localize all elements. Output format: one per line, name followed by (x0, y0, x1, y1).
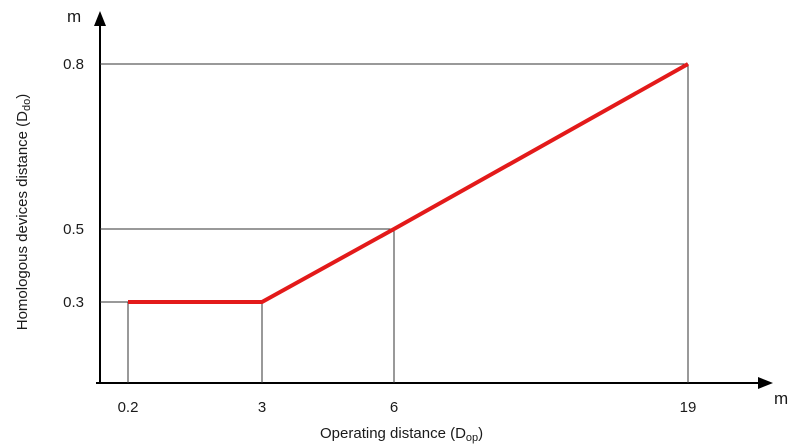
guide-lines (100, 63, 689, 383)
y-tick-label: 0.8 (63, 56, 84, 73)
x-tick-label: 6 (390, 399, 398, 416)
x-axis-title: Operating distance (Dop) (320, 425, 483, 444)
y-axis-title: Homologous devices distance (Ddo) (14, 94, 33, 331)
y-tick-label: 0.3 (63, 294, 84, 311)
x-tick-label: 0.2 (118, 399, 139, 416)
x-tick-label: 3 (258, 399, 266, 416)
x-tick-labels: 0.2 3 6 19 (118, 399, 697, 416)
x-tick-label: 19 (680, 399, 697, 416)
y-unit-label: m (67, 7, 81, 26)
series-line (128, 62, 689, 304)
y-axis-arrow-icon (94, 11, 106, 26)
y-tick-label: 0.5 (63, 221, 84, 238)
y-tick-labels: 0.3 0.5 0.8 (63, 56, 84, 311)
x-axis-arrow-icon (758, 377, 773, 389)
x-unit-label: m (774, 389, 788, 408)
